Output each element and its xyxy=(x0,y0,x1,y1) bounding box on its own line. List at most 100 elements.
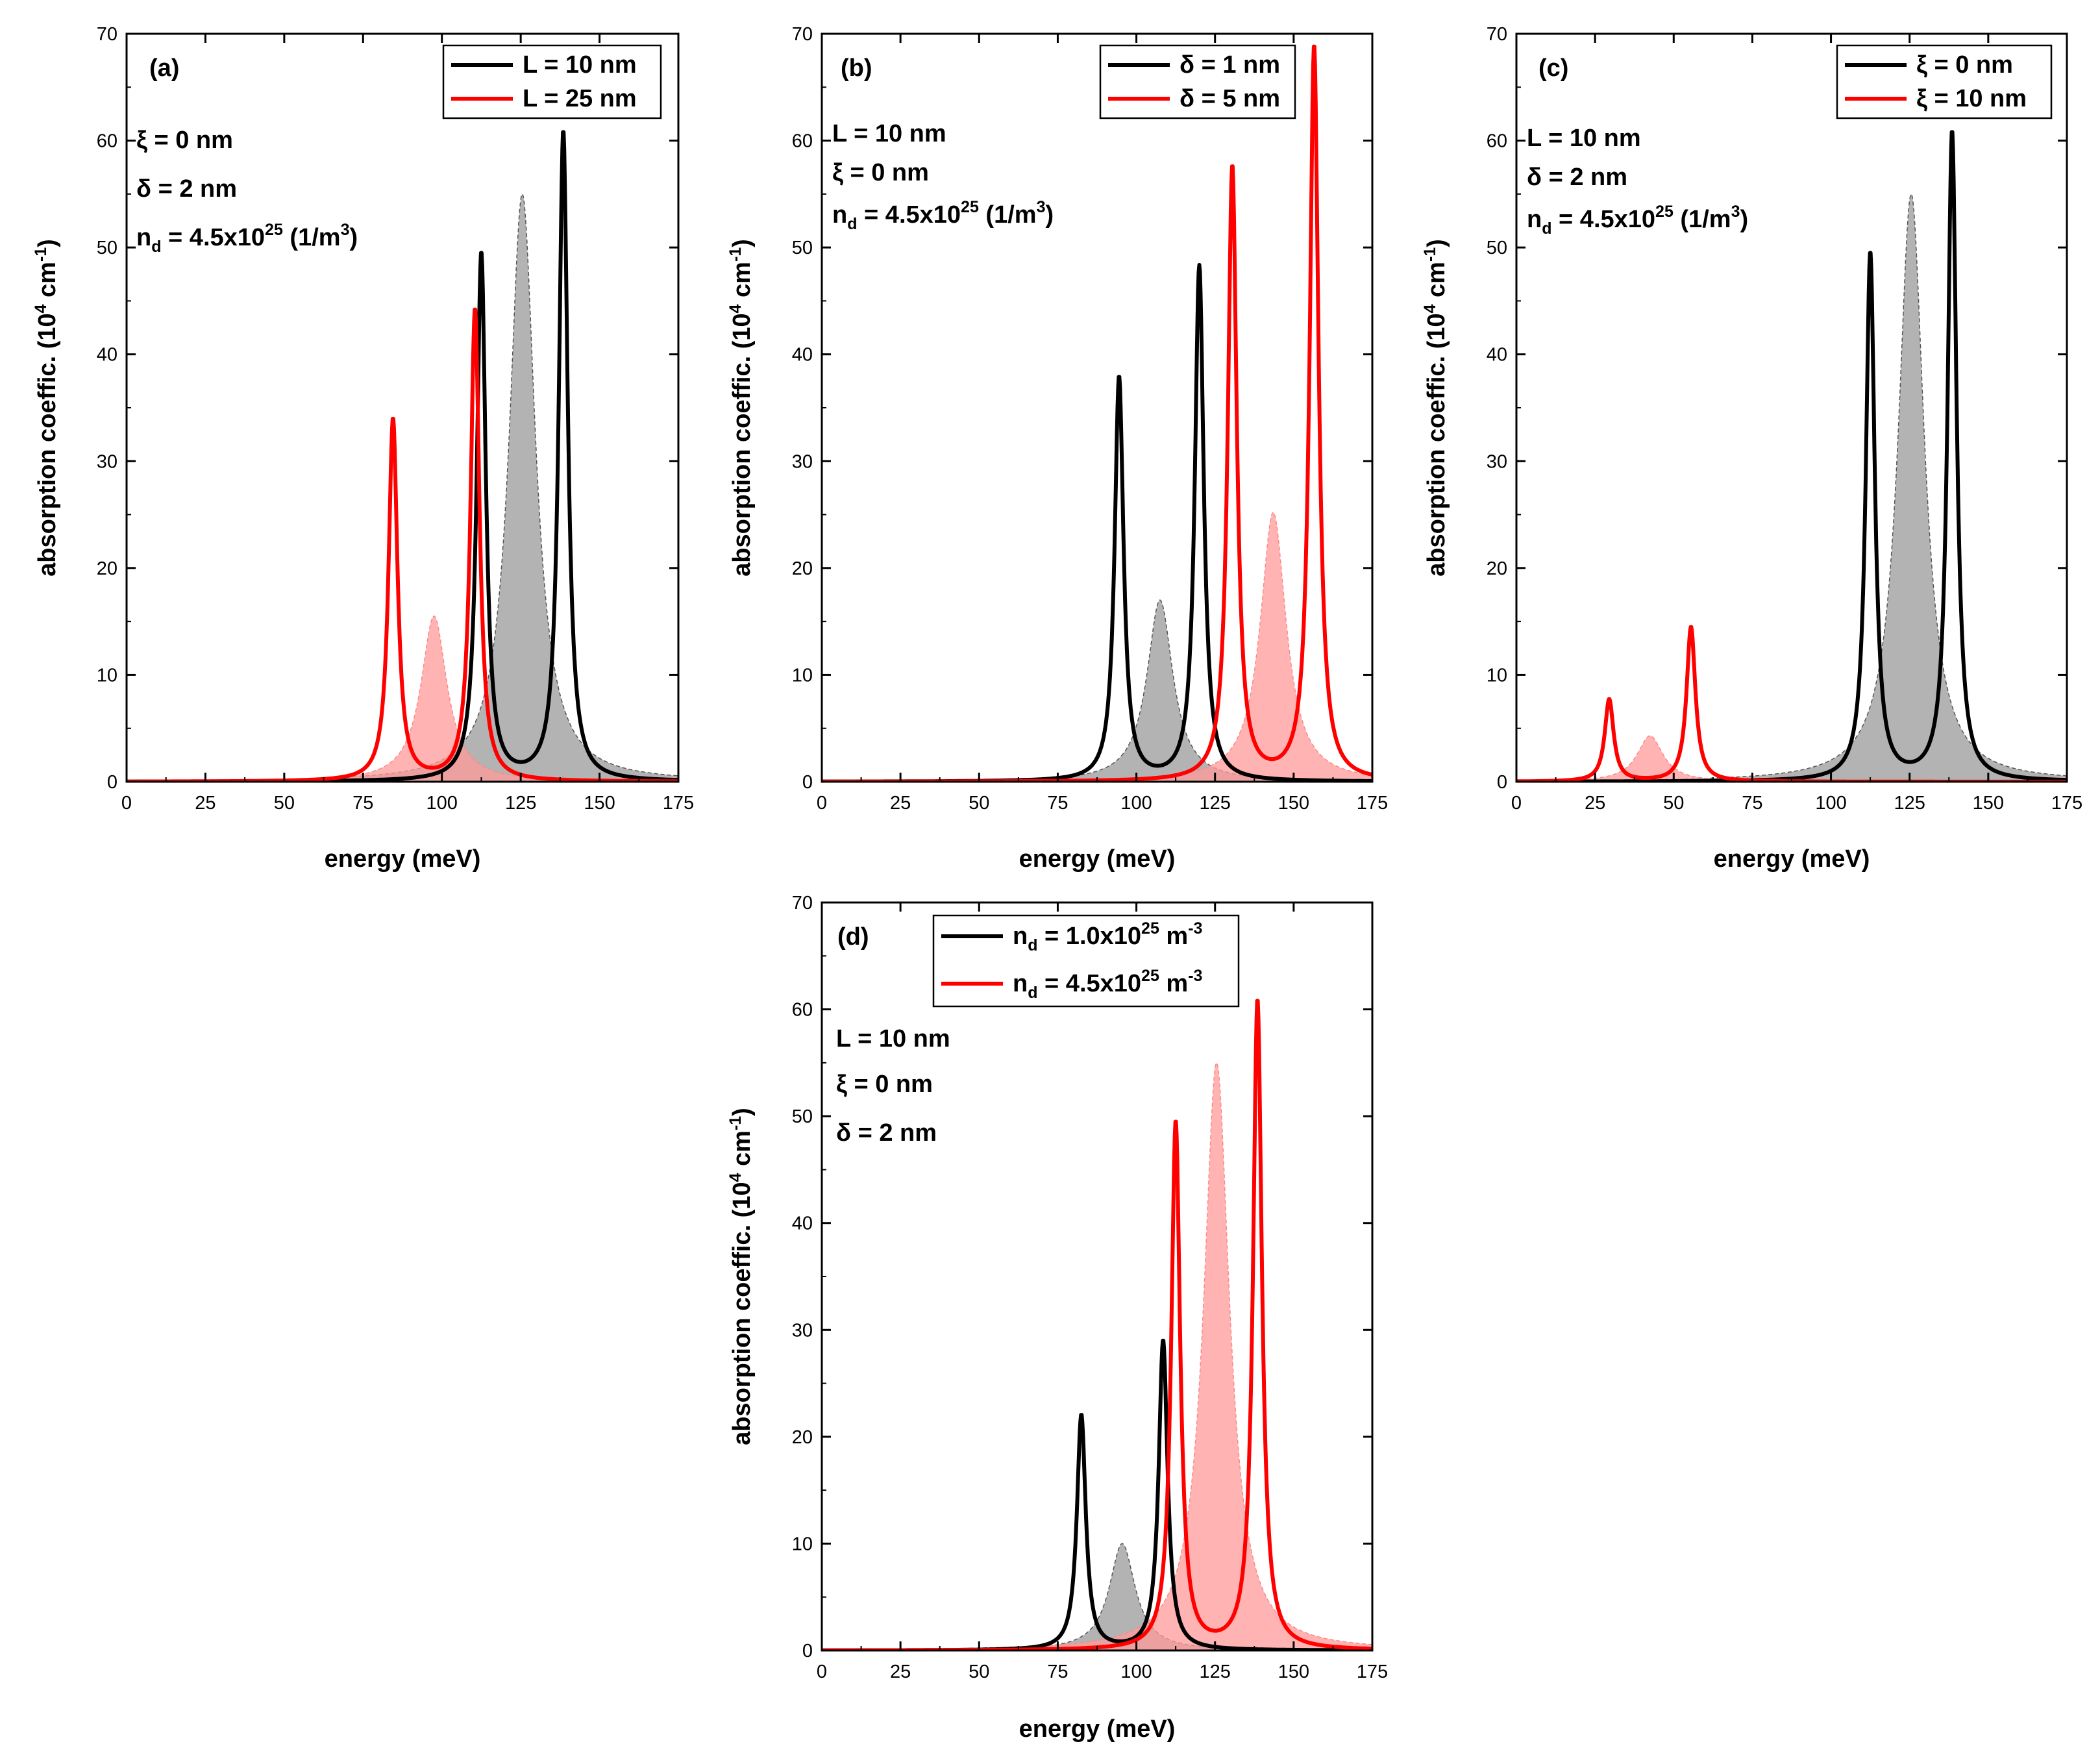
panel-a-ytick-label: 60 xyxy=(97,131,117,152)
panel-b-ylabel: absorption coeffic. (104 cm-1) xyxy=(726,239,756,577)
panel-a-red-series-line xyxy=(127,307,678,782)
panel-c-label: (c) xyxy=(1538,55,1568,82)
panel-a-ytick-label: 70 xyxy=(97,24,117,45)
panel-b-xtick-label: 125 xyxy=(1200,793,1231,814)
panel-b-ytick-label: 70 xyxy=(792,24,813,45)
panel-d-xlabel: energy (meV) xyxy=(1019,1715,1176,1743)
panel-a-ytick-label: 30 xyxy=(97,451,117,472)
panel-d-label: (d) xyxy=(837,923,869,951)
panel-a-legend-label-2: L = 25 nm xyxy=(523,85,637,112)
panel-d-legend-label-1: nd = 1.0x1025 m-3 xyxy=(1013,919,1202,954)
panel-c-ytick-label: 60 xyxy=(1487,131,1507,152)
panel-d-legend-box xyxy=(932,914,1240,1008)
panel-a-frame xyxy=(125,32,680,783)
panel-d-ytick-label: 30 xyxy=(792,1320,813,1341)
panel-b-xtick-label: 50 xyxy=(969,793,989,814)
panel-d-xtick-label: 25 xyxy=(890,1662,911,1682)
panel-c-legend-box xyxy=(1836,44,2053,119)
panel-b-xtick-label: 100 xyxy=(1120,793,1152,814)
panel-b-ytick-label: 0 xyxy=(802,772,813,793)
panel-a-xtick-label: 125 xyxy=(505,793,536,814)
panel-a-annotations: ξ = 0 nm δ = 2 nm nd = 4.5x1025 (1/m3) xyxy=(136,127,358,256)
panel-d-xtick-label: 150 xyxy=(1278,1662,1309,1682)
panel-b-legend-label-2: δ = 5 nm xyxy=(1180,85,1280,112)
panel-d-xtick-label: 175 xyxy=(1357,1662,1388,1682)
panel-d-tick-layer: 0 25 50 75 100 125 150 175 0 10 20 30 40 50 60 70 xyxy=(792,893,1388,1682)
panel-c-gray-filled-area xyxy=(1516,193,2067,782)
panel-c-ytick-label: 30 xyxy=(1487,451,1507,472)
panel-a-tick-layer: 0 25 50 75 100 125 150 175 0 10 20 30 40 50 60 70 xyxy=(97,24,694,814)
panel-c-legend-label-2: ξ = 10 nm xyxy=(1916,85,2027,112)
panel-a-xtick-label: 100 xyxy=(426,793,458,814)
panel-c-xtick-label: 0 xyxy=(1511,793,1522,814)
panel-d-black-series-line xyxy=(822,1338,1372,1650)
panel-c: 0 25 50 75 100 125 150 175 0 10 20 30 40 50 60 70 (c) e… xyxy=(1421,24,2082,873)
panel-b-annotation-nd: nd = 4.5x1025 (1/m3) xyxy=(832,198,1054,233)
panel-d-ytick-label: 0 xyxy=(802,1641,813,1662)
panel-b-xtick-label: 175 xyxy=(1357,793,1388,814)
panel-a-legend-label-1: L = 10 nm xyxy=(523,51,637,79)
panel-c-annotation-L: L = 10 nm xyxy=(1527,125,1641,152)
panel-a-xtick-label: 150 xyxy=(584,793,615,814)
panel-d-ytick-label: 10 xyxy=(792,1534,813,1554)
panel-d: 0 25 50 75 100 125 150 175 0 10 20 30 40 50 60 70 (d) e… xyxy=(726,893,1388,1743)
panel-a-legend: L = 10 nm L = 25 nm xyxy=(442,44,662,119)
panel-a-ytick-label: 0 xyxy=(107,772,117,793)
panel-a-xtick-label: 50 xyxy=(274,793,295,814)
panel-c-ytick-label: 20 xyxy=(1487,558,1507,579)
panel-d-pink-filled-area xyxy=(822,1062,1372,1650)
panel-c-xtick-label: 50 xyxy=(1663,793,1684,814)
panel-c-xlabel: energy (meV) xyxy=(1714,845,1870,873)
panel-c-ytick-label: 40 xyxy=(1487,345,1507,366)
panel-a-xlabel: energy (meV) xyxy=(325,845,481,873)
panel-b-label: (b) xyxy=(841,55,872,82)
panel-d-xtick-label: 125 xyxy=(1200,1662,1231,1682)
panel-b-xtick-label: 75 xyxy=(1047,793,1068,814)
panel-c-xtick-label: 75 xyxy=(1742,793,1762,814)
panel-c-legend-label-1: ξ = 0 nm xyxy=(1916,51,2013,79)
panel-b: 0 25 50 75 100 125 150 175 0 10 20 30 40 50 60 70 (b) e… xyxy=(726,24,1388,873)
panel-c-annotation-delta: δ = 2 nm xyxy=(1527,164,1627,191)
panel-b-ytick-label: 50 xyxy=(792,238,813,258)
panel-d-xtick-label: 75 xyxy=(1047,1662,1068,1682)
panel-d-legend: nd = 1.0x1025 m-3 nd = 4.5x1025 m-3 xyxy=(932,914,1240,1008)
panel-b-ytick-label: 30 xyxy=(792,451,813,472)
panel-d-xtick-label: 50 xyxy=(969,1662,989,1682)
panel-a-label: (a) xyxy=(149,55,179,82)
panel-a-annotation-xi: ξ = 0 nm xyxy=(136,127,233,154)
panel-b-xtick-label: 25 xyxy=(890,793,911,814)
panel-b-legend: δ = 1 nm δ = 5 nm xyxy=(1099,44,1296,119)
panel-a-legend-box xyxy=(442,44,662,119)
panel-c-frame xyxy=(1515,32,2068,783)
panel-b-xtick-label: 0 xyxy=(817,793,827,814)
panel-b-series-group xyxy=(822,44,1372,782)
panel-d-legend-label-2: nd = 4.5x1025 m-3 xyxy=(1013,967,1202,1002)
panel-b-xlabel: energy (meV) xyxy=(1019,845,1176,873)
panel-b-ytick-label: 10 xyxy=(792,665,813,686)
panel-d-xtick-label: 0 xyxy=(817,1662,827,1682)
panel-a-annotation-nd: nd = 4.5x1025 (1/m3) xyxy=(136,221,358,256)
panel-d-ytick-label: 40 xyxy=(792,1214,813,1234)
panel-a-xtick-label: 25 xyxy=(195,793,216,814)
panel-d-ytick-label: 60 xyxy=(792,1000,813,1021)
panel-d-annotation-xi: ξ = 0 nm xyxy=(836,1071,933,1098)
panel-d-ytick-label: 50 xyxy=(792,1106,813,1127)
panel-a-annotation-delta: δ = 2 nm xyxy=(136,175,237,203)
panel-c-ytick-label: 50 xyxy=(1487,238,1507,258)
panel-a-ytick-label: 50 xyxy=(97,238,117,258)
panel-b-legend-label-1: δ = 1 nm xyxy=(1180,51,1280,79)
panel-c-ytick-label: 10 xyxy=(1487,665,1507,686)
panel-b-xtick-label: 150 xyxy=(1278,793,1309,814)
panel-d-ytick-label: 70 xyxy=(792,893,813,914)
panel-d-annotations: L = 10 nm ξ = 0 nm δ = 2 nm xyxy=(836,1025,950,1147)
panel-a-ytick-label: 20 xyxy=(97,558,117,579)
panel-b-annotation-L: L = 10 nm xyxy=(832,120,946,147)
panel-c-annotation-nd: nd = 4.5x1025 (1/m3) xyxy=(1527,203,1748,238)
panel-b-annotations: L = 10 nm ξ = 0 nm nd = 4.5x1025 (1/m3) xyxy=(832,120,1054,233)
panel-d-plot-layer xyxy=(822,999,1372,1650)
panel-d-frame xyxy=(821,901,1374,1652)
panel-d-ytick-label: 20 xyxy=(792,1427,813,1448)
panel-b-frame xyxy=(821,32,1374,783)
panel-a: 0 25 50 75 100 125 150 175 0 10 20 30 40 50 60 70 (a) e… xyxy=(32,24,694,873)
